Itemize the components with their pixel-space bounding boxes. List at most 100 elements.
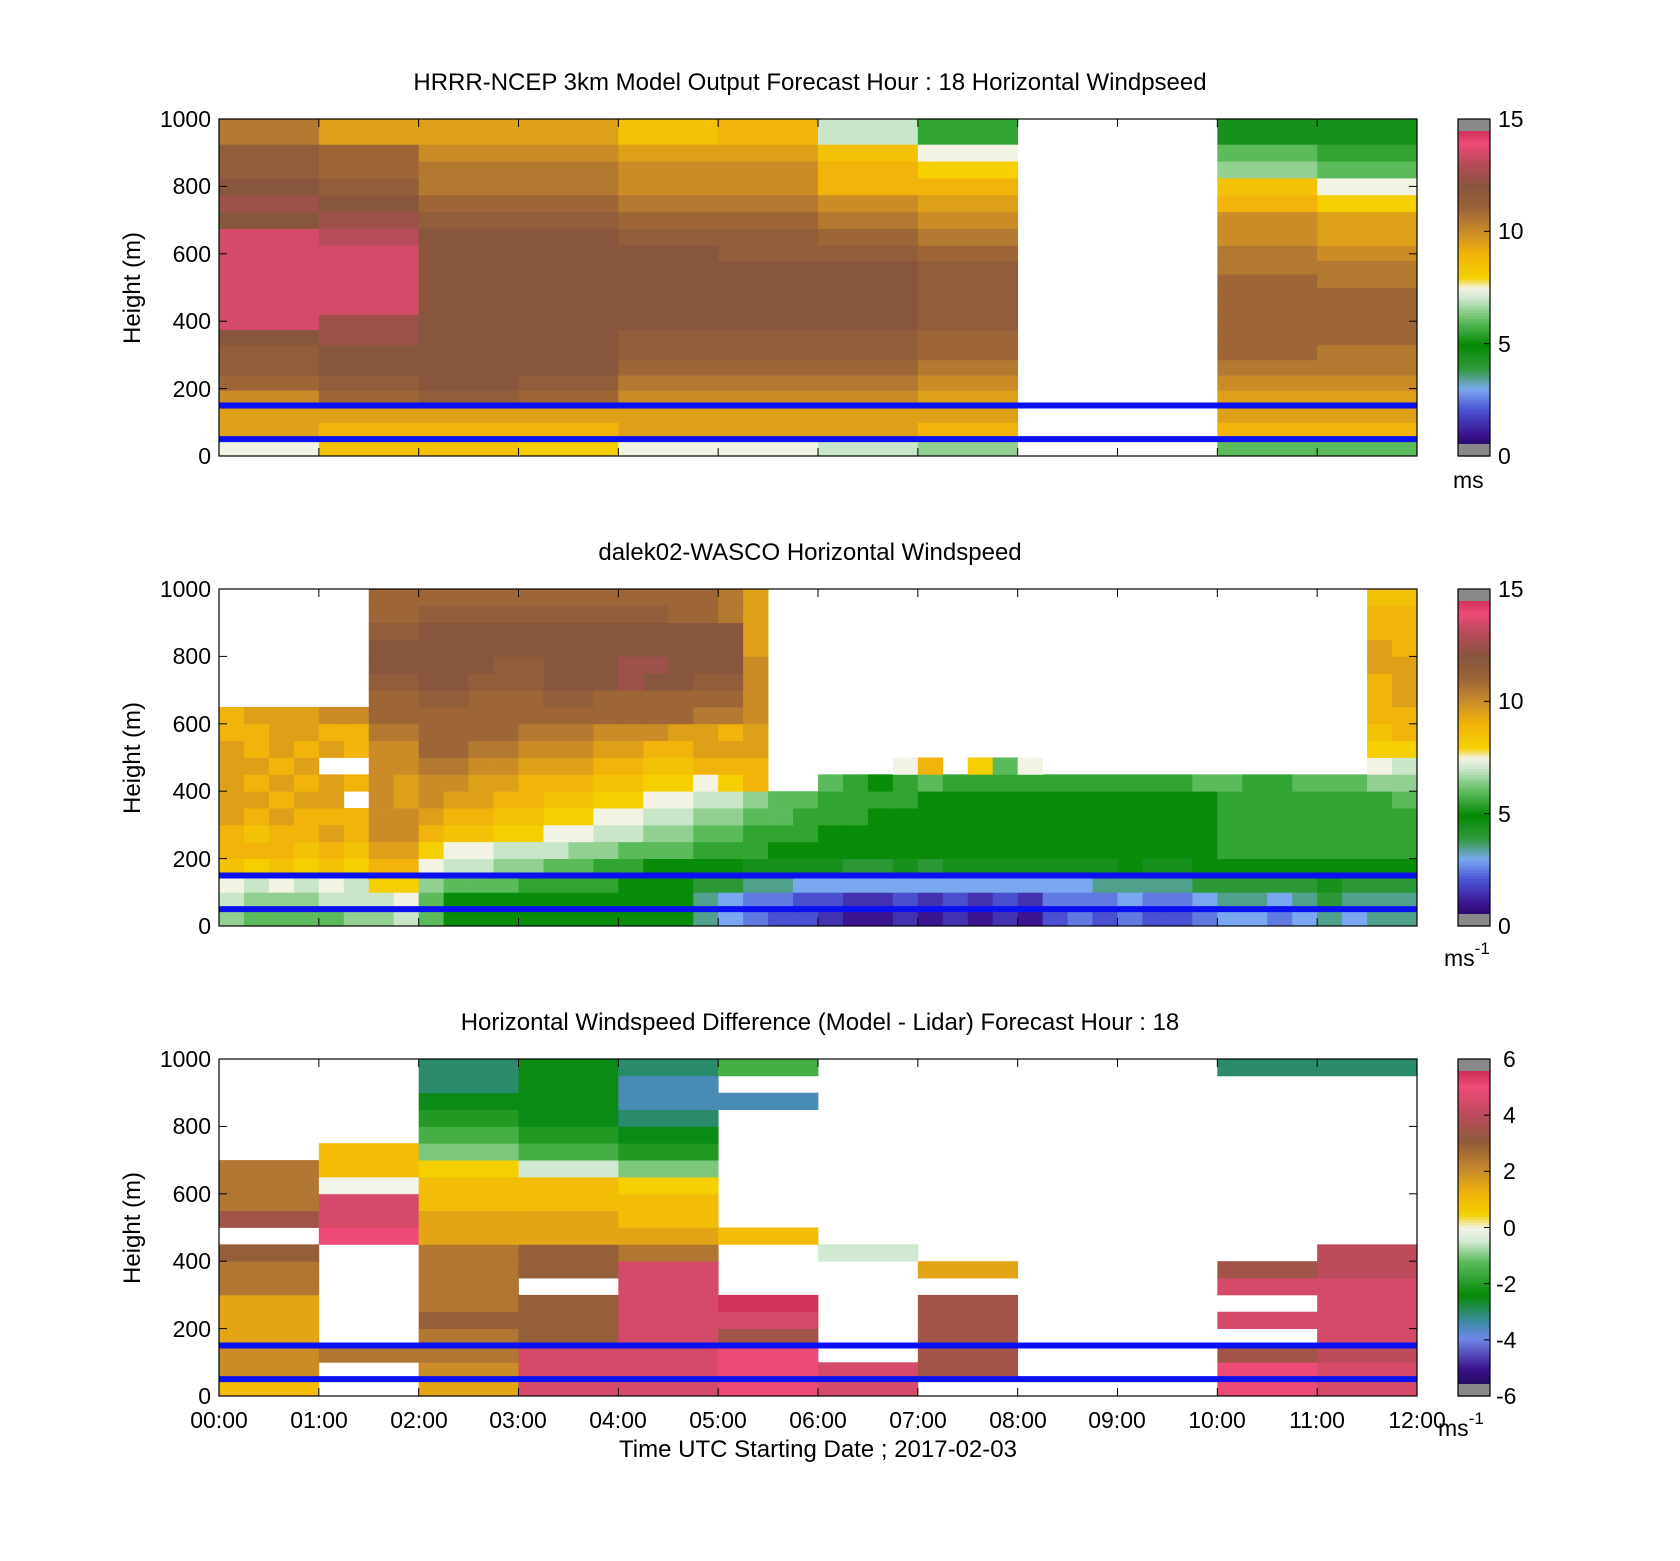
heatmap-cell: [1317, 119, 1418, 128]
colorbar-segment: [1458, 360, 1490, 364]
heatmap-cell: [418, 875, 445, 893]
x-axis-label: Time UTC Starting Date ; 2017-02-03: [619, 1436, 1017, 1463]
heatmap-cell: [618, 144, 719, 162]
colorbar-segment: [1458, 436, 1490, 440]
heatmap-cell: [418, 407, 519, 423]
heatmap-cell: [1367, 656, 1393, 674]
heatmap-cell: [318, 161, 420, 179]
panel-difference-y-axis-label: Height (m): [119, 1172, 146, 1284]
heatmap-cell: [393, 589, 420, 607]
heatmap-cell: [618, 808, 644, 826]
heatmap-cell: [219, 407, 320, 423]
heatmap-cell: [1242, 774, 1268, 792]
heatmap-cell: [543, 824, 569, 843]
panel-difference-x-tick-labels: 00:00 01:00 02:00 03:00 04:00 05:00 06:0…: [190, 1407, 1446, 1433]
heatmap-cell: [718, 656, 744, 674]
heatmap-cell: [518, 1294, 619, 1313]
heatmap-cell: [992, 757, 1019, 775]
heatmap-cell: [1317, 287, 1418, 302]
heatmap-cell: [219, 274, 320, 288]
heatmap-cell: [393, 791, 420, 809]
heatmap-cell: [618, 437, 719, 457]
heatmap-cell: [1217, 375, 1318, 391]
heatmap-cell: [393, 622, 420, 640]
heatmap-cell: [518, 909, 544, 927]
heatmap-cell: [718, 1362, 819, 1380]
y-tick-label: 600: [173, 711, 211, 737]
heatmap-cell: [219, 740, 245, 758]
heatmap-cell: [318, 1345, 420, 1363]
heatmap-cell: [543, 639, 569, 657]
heatmap-cell: [1167, 892, 1193, 910]
colorbar-segment: [1458, 667, 1490, 672]
heatmap-cell: [1217, 144, 1318, 162]
colorbar-segment: [1458, 1353, 1490, 1358]
colorbar-segment: [1458, 183, 1490, 187]
heatmap-cell: [1217, 1362, 1318, 1380]
heatmap-cell: [1367, 808, 1393, 826]
heatmap-cell: [368, 858, 395, 876]
colorbar-segment: [1458, 1129, 1490, 1133]
heatmap-cell: [668, 690, 694, 708]
heatmap-cell: [518, 723, 544, 742]
colorbar-unit-label: ms-1: [1444, 939, 1490, 971]
heatmap-cell: [268, 774, 295, 792]
heatmap-cell: [518, 211, 619, 229]
colorbar-segment: [1458, 197, 1490, 202]
heatmap-cell: [1392, 808, 1418, 826]
heatmap-cell: [718, 144, 819, 162]
heatmap-cell: [318, 260, 420, 275]
heatmap-cell: [818, 1244, 919, 1262]
heatmap-cell: [793, 841, 819, 859]
heatmap-cell: [643, 808, 669, 826]
x-tick-label: 09:00: [1088, 1407, 1146, 1433]
heatmap-cell: [718, 1311, 819, 1329]
colorbar-segment: [1458, 1275, 1490, 1279]
colorbar-segment: [1458, 1216, 1490, 1220]
heatmap-cell: [443, 858, 469, 876]
colorbar-segment: [1458, 715, 1490, 719]
heatmap-cell: [219, 359, 320, 376]
heatmap-cell: [518, 274, 619, 288]
colorbar-segment: [1458, 1182, 1490, 1186]
heatmap-cell: [1117, 909, 1143, 927]
heatmap-cell: [718, 375, 819, 391]
heatmap-cell: [818, 858, 844, 876]
colorbar-segment: [1458, 1202, 1490, 1206]
heatmap-cell: [818, 875, 844, 893]
colorbar-segment: [1458, 676, 1490, 680]
heatmap-cell: [543, 622, 569, 640]
colorbar-segment: [1458, 439, 1490, 443]
heatmap-cell: [1217, 808, 1243, 826]
y-tick-label: 600: [173, 1181, 211, 1207]
heatmap-cell: [793, 791, 819, 809]
colorbar-segment: [1458, 757, 1490, 761]
heatmap-cell: [1292, 791, 1318, 809]
heatmap-cell: [1317, 858, 1343, 876]
heatmap-cell: [967, 892, 994, 910]
colorbar-segment: [1458, 1199, 1490, 1203]
colorbar-segment: [1458, 1334, 1490, 1338]
colorbar-segment: [1458, 735, 1490, 739]
heatmap-cell: [418, 314, 519, 331]
heatmap-cell: [543, 740, 569, 758]
colorbar-segment: [1458, 1109, 1490, 1113]
y-tick-label: 1000: [160, 106, 211, 132]
heatmap-cell: [343, 706, 370, 725]
heatmap-cell: [1342, 875, 1368, 893]
heatmap-cell: [518, 359, 619, 376]
heatmap-cell: [618, 1244, 719, 1262]
heatmap-cell: [693, 589, 719, 607]
heatmap-cell: [867, 824, 894, 843]
heatmap-cell: [518, 875, 544, 893]
heatmap-cell: [1217, 1311, 1318, 1329]
colorbar-segment: [1458, 352, 1490, 356]
heatmap-cell: [343, 824, 370, 843]
colorbar-segment: [1458, 220, 1490, 224]
colorbar-segment: [1458, 1188, 1490, 1192]
heatmap-cell: [1367, 723, 1393, 742]
heatmap-cell: [1392, 605, 1418, 624]
heatmap-cell: [1067, 875, 1093, 893]
heatmap-cell: [518, 824, 544, 843]
colorbar-segment: [1458, 796, 1490, 801]
